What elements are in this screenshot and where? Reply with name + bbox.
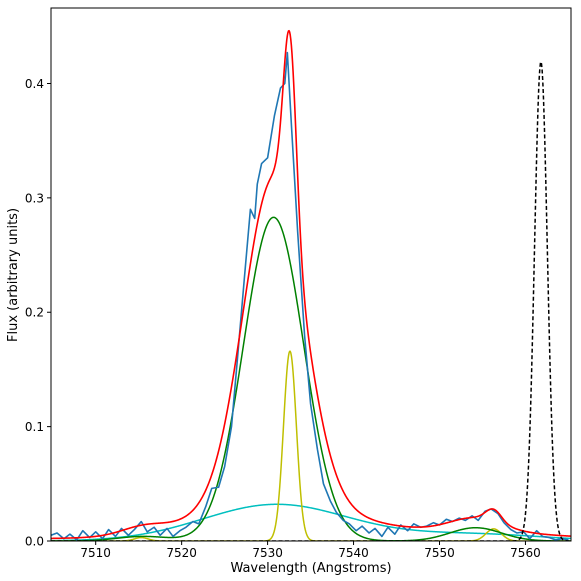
series-line-observed [51, 51, 569, 541]
x-tick-label: 7560 [510, 546, 541, 560]
x-tick-label: 7540 [338, 546, 369, 560]
y-tick-label: 0.0 [25, 535, 44, 549]
series-layer [51, 29, 571, 541]
y-axis-ticks: 0.0 0.1 0.2 0.3 0.4 [25, 77, 51, 549]
x-axis-label: Wavelength (Angstroms) [230, 561, 391, 576]
series-line-reference-line [51, 61, 571, 541]
y-tick-label: 0.1 [25, 420, 44, 434]
x-tick-label: 7530 [252, 546, 283, 560]
x-tick-label: 7520 [166, 546, 197, 560]
y-tick-label: 0.4 [25, 77, 44, 91]
series-line-very-broad-component [51, 503, 571, 541]
plot-frame [50, 7, 572, 542]
series-line-total-fit [51, 29, 571, 540]
series-line-broad-component [51, 216, 571, 541]
y-axis-label: Flux (arbitrary units) [6, 208, 21, 342]
series-line-narrow-components [51, 350, 571, 541]
x-axis-ticks: 7510 7520 7530 7540 7550 7560 [80, 541, 541, 560]
x-tick-label: 7550 [424, 546, 455, 560]
y-tick-label: 0.3 [25, 191, 44, 205]
x-tick-label: 7510 [80, 546, 111, 560]
y-tick-label: 0.2 [25, 306, 44, 320]
